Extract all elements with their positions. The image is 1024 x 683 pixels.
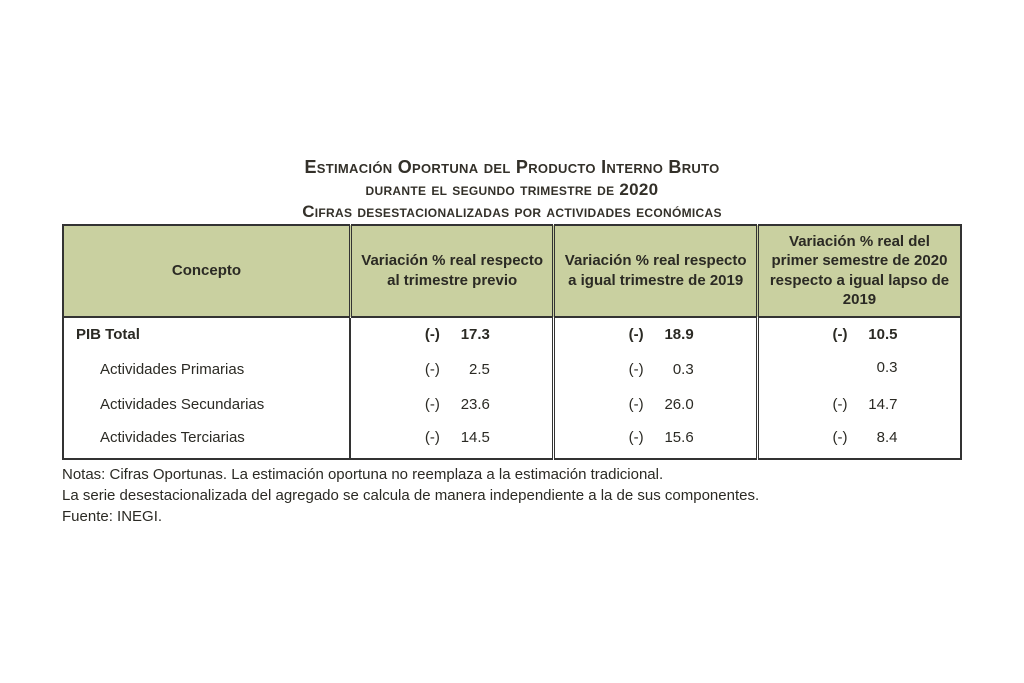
cell-concept: PIB Total [63,317,350,351]
note-line-1: Notas: Cifras Oportunas. La estimación o… [62,464,962,485]
cell-value: (-)17.3 [350,317,554,351]
table-row: Actividades Secundarias (-)23.6 (-)26.0 … [63,388,961,421]
notes-block: Notas: Cifras Oportunas. La estimación o… [62,464,962,527]
cell-concept: Actividades Primarias [63,351,350,388]
col-header-var-previo: Variación % real respecto al trimestre p… [350,225,554,317]
table-row: PIB Total (-)17.3 (-)18.9 (-)10.5 [63,317,961,351]
title-block: Estimación Oportuna del Producto Interno… [62,157,962,222]
table-header-row: Concepto Variación % real respecto al tr… [63,225,961,317]
title-line-3: Cifras desestacionalizadas por actividad… [62,202,962,222]
cell-value: (-)10.5 [757,317,961,351]
document-container: Estimación Oportuna del Producto Interno… [62,157,962,527]
cell-concept: Actividades Terciarias [63,421,350,459]
col-header-concepto: Concepto [63,225,350,317]
cell-value: (-)0.3 [554,351,758,388]
pib-table: Concepto Variación % real respecto al tr… [62,224,962,460]
cell-value: (-)15.6 [554,421,758,459]
cell-value: (-)14.7 [757,388,961,421]
cell-value: (-)26.0 [554,388,758,421]
title-line-1: Estimación Oportuna del Producto Interno… [62,157,962,178]
cell-value: 0.3 [757,351,961,388]
note-line-3: Fuente: INEGI. [62,506,962,527]
cell-value: (-)18.9 [554,317,758,351]
col-header-var-sem: Variación % real del primer semestre de … [757,225,961,317]
cell-value: (-)2.5 [350,351,554,388]
table-row: Actividades Terciarias (-)14.5 (-)15.6 (… [63,421,961,459]
cell-value: (-)23.6 [350,388,554,421]
title-line-2: durante el segundo trimestre de 2020 [62,180,962,200]
note-line-2: La serie desestacionalizada del agregado… [62,485,962,506]
cell-value: (-)8.4 [757,421,961,459]
col-header-var-2019: Variación % real respecto a igual trimes… [554,225,758,317]
cell-concept: Actividades Secundarias [63,388,350,421]
table-row: Actividades Primarias (-)2.5 (-)0.3 0.3 [63,351,961,388]
cell-value: (-)14.5 [350,421,554,459]
